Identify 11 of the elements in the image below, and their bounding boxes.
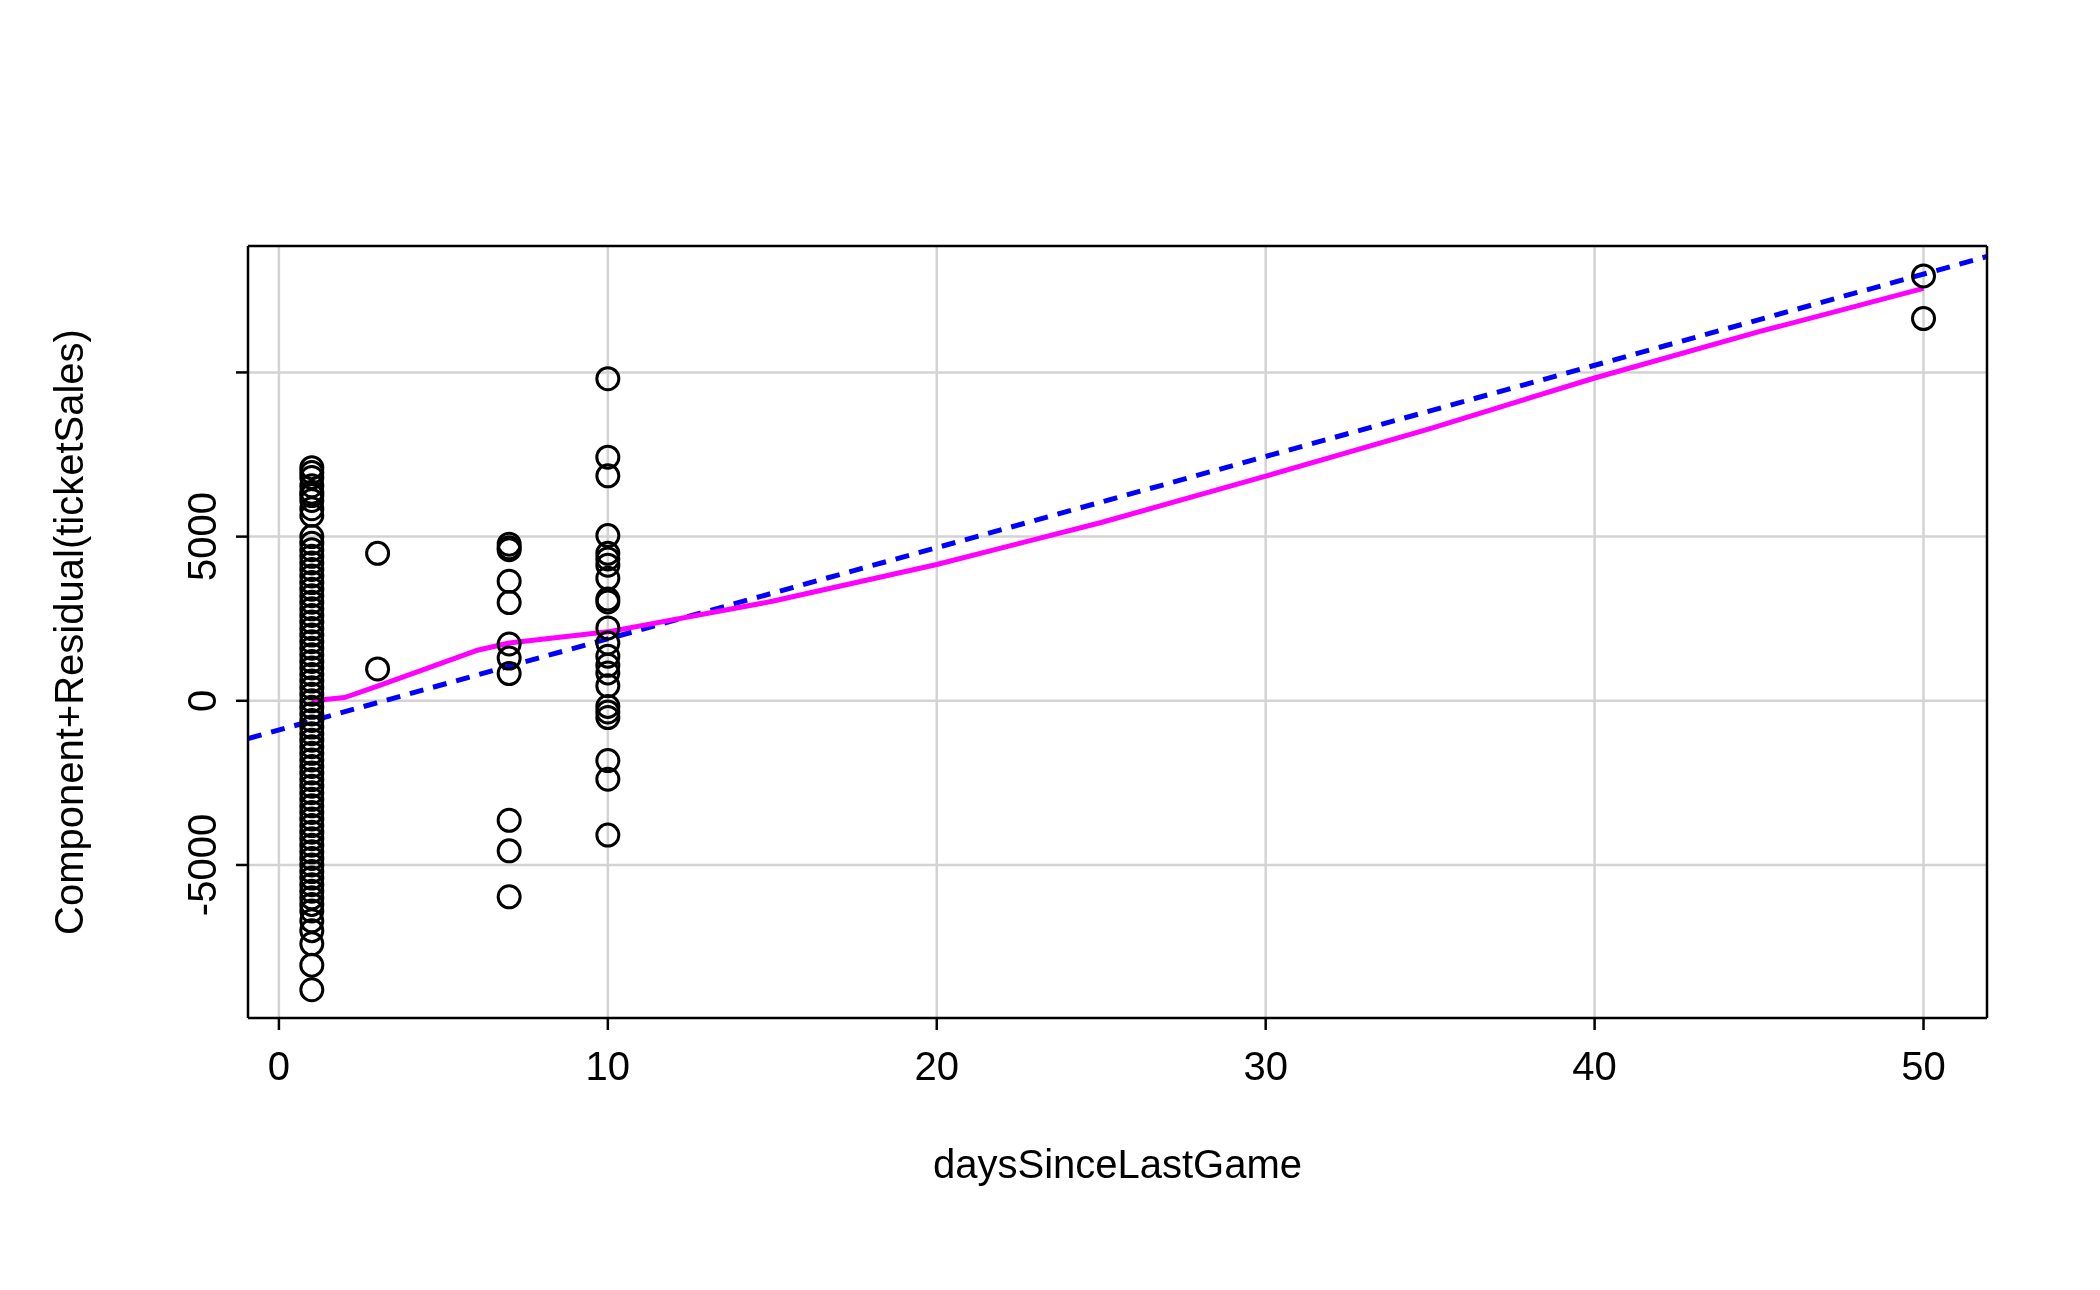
x-axis-title: daysSinceLastGame [932,1142,1303,1186]
y-tick-label: -5000 [180,813,224,917]
y-tick-label: 0 [180,689,224,712]
x-tick-label: 30 [1243,1044,1288,1088]
x-tick-label: 10 [585,1044,631,1088]
y-axis-title: Component+Residual(ticketSales) [47,329,91,935]
x-tick-label: 20 [914,1044,960,1088]
y-tick-label: 5000 [180,492,224,582]
x-tick-label: 40 [1572,1044,1617,1088]
x-tick-label: 0 [267,1044,291,1088]
x-tick-label: 50 [1901,1044,1946,1088]
